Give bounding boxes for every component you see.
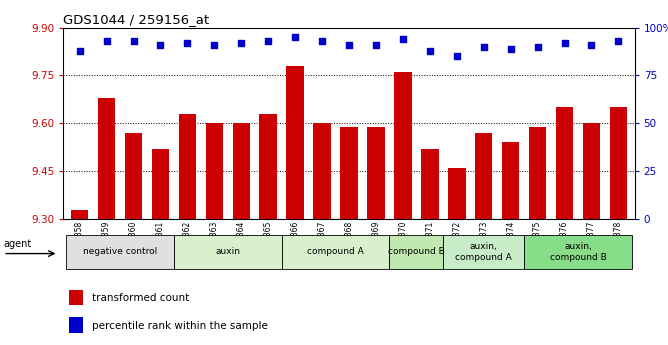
Bar — [529, 127, 546, 219]
Bar — [125, 133, 142, 219]
Text: transformed count: transformed count — [92, 293, 189, 303]
Text: auxin,
compound B: auxin, compound B — [550, 242, 607, 262]
Point — [371, 42, 381, 48]
Point — [478, 44, 489, 49]
Text: auxin,
compound A: auxin, compound A — [456, 242, 512, 262]
Bar — [475, 133, 492, 219]
FancyBboxPatch shape — [174, 235, 282, 269]
Point — [102, 38, 112, 44]
Bar — [232, 124, 250, 219]
Bar — [340, 127, 358, 219]
Point — [586, 42, 597, 48]
Text: compound A: compound A — [307, 247, 364, 256]
Point — [532, 44, 543, 49]
Bar — [69, 290, 84, 305]
FancyBboxPatch shape — [524, 235, 632, 269]
Bar — [502, 142, 520, 219]
Bar — [259, 114, 277, 219]
Bar — [394, 72, 411, 219]
Point — [290, 34, 301, 40]
Bar — [556, 107, 573, 219]
Bar — [287, 66, 304, 219]
Point — [128, 38, 139, 44]
Text: compound B: compound B — [388, 247, 445, 256]
Bar — [582, 124, 601, 219]
Bar — [152, 149, 169, 219]
Bar — [610, 107, 627, 219]
Bar — [313, 124, 331, 219]
Point — [236, 40, 246, 46]
Point — [182, 40, 193, 46]
Point — [343, 42, 354, 48]
FancyBboxPatch shape — [282, 235, 389, 269]
Text: auxin: auxin — [215, 247, 240, 256]
Bar — [206, 124, 223, 219]
Point — [452, 53, 462, 59]
Bar — [98, 98, 116, 219]
Point — [397, 36, 408, 42]
Point — [263, 38, 274, 44]
Bar — [71, 209, 88, 219]
Point — [155, 42, 166, 48]
FancyBboxPatch shape — [444, 235, 524, 269]
Bar — [69, 317, 84, 333]
Bar — [421, 149, 439, 219]
Point — [74, 48, 85, 53]
FancyBboxPatch shape — [389, 235, 444, 269]
Bar — [448, 168, 466, 219]
FancyBboxPatch shape — [66, 235, 174, 269]
Point — [317, 38, 327, 44]
Text: GDS1044 / 259156_at: GDS1044 / 259156_at — [63, 13, 210, 27]
Point — [505, 46, 516, 51]
Point — [559, 40, 570, 46]
Bar — [367, 127, 385, 219]
Text: negative control: negative control — [83, 247, 157, 256]
Point — [613, 38, 624, 44]
Bar — [178, 114, 196, 219]
Point — [209, 42, 220, 48]
Text: agent: agent — [3, 239, 31, 249]
Point — [424, 48, 435, 53]
Text: percentile rank within the sample: percentile rank within the sample — [92, 321, 268, 331]
